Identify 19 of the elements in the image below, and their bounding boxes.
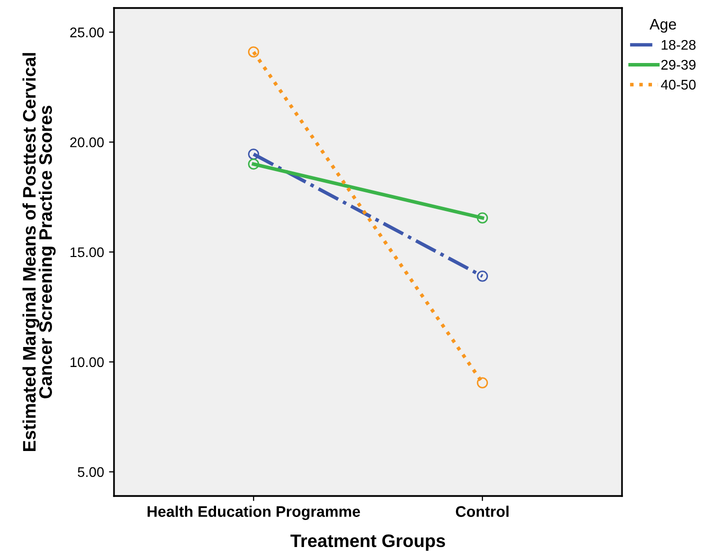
y-tick-label: 20.00 <box>70 137 104 148</box>
legend-label: 18-28 <box>662 40 696 50</box>
legend-title: Age <box>650 18 676 33</box>
y-tick-label: 25.00 <box>70 28 104 38</box>
x-axis-title: Treatment Groups <box>290 534 446 551</box>
x-tick-label: Health Education Programme <box>148 506 360 520</box>
y-tick-label: 15.00 <box>70 247 104 258</box>
x-tick-label: Control <box>456 506 508 517</box>
point <box>476 212 488 224</box>
y-axis-title: Estimated Marginal Means of Posttest Cervical Cancer Screening Practice Scores <box>22 53 56 451</box>
point <box>248 158 260 170</box>
y-tick-label: 5.00 <box>78 467 104 477</box>
legend-label: 29-39 <box>661 60 696 70</box>
point <box>476 377 488 388</box>
legend-label: 40-50 <box>660 80 696 90</box>
y-tick-label: 10.00 <box>70 357 104 368</box>
point <box>248 46 260 58</box>
point <box>476 270 488 282</box>
point <box>248 148 260 160</box>
